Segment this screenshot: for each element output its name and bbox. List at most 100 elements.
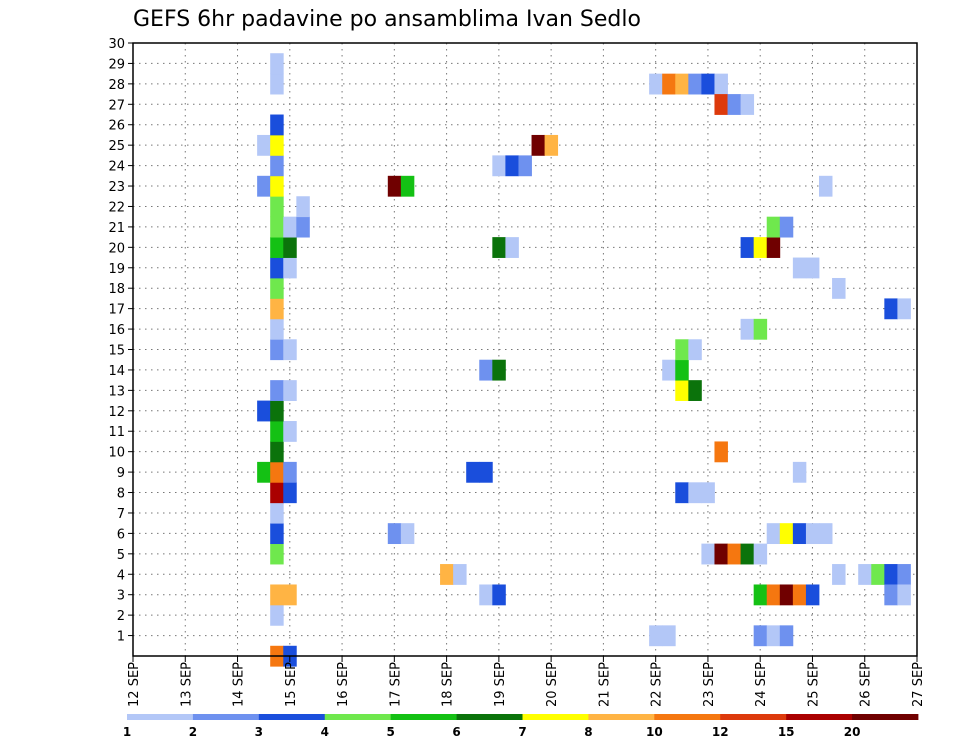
y-tick-label: 8 — [117, 487, 125, 502]
x-tick-label: 15 SEP — [284, 662, 299, 707]
heatmap-cell — [270, 175, 284, 197]
y-tick-label: 25 — [108, 139, 125, 154]
colorbar-swatch — [127, 714, 194, 720]
colorbar-label: 7 — [518, 725, 526, 739]
heatmap-cell — [270, 604, 284, 626]
heatmap-cell — [792, 584, 807, 606]
heatmap-cell — [662, 625, 676, 647]
heatmap-cell — [832, 564, 846, 585]
heatmap-cell — [649, 625, 663, 647]
x-tick-label: 17 SEP — [388, 662, 403, 707]
heatmap-cell — [753, 625, 768, 647]
heatmap-cell — [805, 523, 820, 545]
heatmap-cell — [270, 155, 284, 177]
colorbar-label: 3 — [255, 725, 263, 739]
y-tick-label: 10 — [108, 446, 125, 461]
colorbar-label: 15 — [778, 725, 795, 739]
heatmap-cell — [766, 584, 781, 606]
x-tick-label: 25 SEP — [806, 662, 821, 707]
heatmap-cell — [387, 175, 402, 197]
y-tick-label: 6 — [117, 527, 125, 542]
colorbar-label: 20 — [844, 725, 861, 739]
heatmap-cell — [270, 298, 284, 320]
heatmap-cell — [505, 237, 519, 258]
heatmap-cell — [688, 73, 702, 95]
heatmap-cell — [779, 523, 794, 545]
heatmap-cell — [270, 73, 284, 95]
heatmap-cell — [740, 237, 755, 258]
chart-title: GEFS 6hr padavine po ansamblima Ivan Sed… — [133, 7, 641, 32]
heatmap-cell — [270, 380, 284, 401]
y-tick-label: 20 — [108, 241, 125, 256]
y-tick-label: 23 — [108, 180, 125, 195]
x-tick-label: 14 SEP — [232, 662, 247, 707]
x-tick-label: 22 SEP — [650, 662, 665, 707]
heatmap-cell — [270, 277, 284, 299]
heatmap-cell — [675, 73, 689, 95]
y-tick-label: 3 — [117, 589, 125, 604]
y-tick-label: 17 — [108, 303, 125, 318]
heatmap-cell — [283, 584, 297, 606]
heatmap-cell — [740, 318, 755, 340]
y-tick-label: 27 — [108, 98, 125, 113]
heatmap-cell — [779, 625, 794, 647]
colorbar-swatch — [654, 714, 721, 720]
x-tick-label: 20 SEP — [545, 662, 560, 707]
x-tick-label: 26 SEP — [859, 662, 874, 707]
x-tick-label: 24 SEP — [754, 662, 769, 707]
heatmap-cell — [492, 359, 506, 381]
heatmap-cell — [270, 461, 284, 483]
heatmap-cell — [270, 441, 284, 463]
heatmap-cell — [283, 461, 297, 483]
heatmap-cell — [819, 175, 833, 197]
x-tick-label: 13 SEP — [179, 662, 194, 707]
colorbar-swatch — [522, 714, 589, 720]
heatmap-cell — [270, 318, 284, 340]
colorbar-label: 6 — [452, 725, 460, 739]
heatmap-cell — [701, 482, 715, 504]
heatmap-cell — [270, 339, 284, 361]
heatmap-cell — [727, 543, 741, 565]
heatmap-cell — [400, 175, 415, 197]
heatmap-cell — [714, 73, 728, 95]
heatmap-cell — [270, 53, 284, 75]
heatmap-cell — [740, 543, 755, 565]
heatmap-cell — [296, 196, 310, 218]
heatmap-cell — [257, 134, 271, 156]
heatmap-cell — [897, 564, 911, 585]
heatmap-cell — [270, 543, 284, 565]
y-tick-label: 19 — [108, 262, 125, 277]
heatmap-cell — [283, 257, 297, 279]
heatmap-cell — [270, 237, 284, 258]
heatmap-cell — [283, 421, 297, 442]
x-tick-label: 23 SEP — [702, 662, 717, 707]
heatmap-cell — [792, 461, 807, 483]
x-tick-label: 19 SEP — [493, 662, 508, 707]
grid-lines — [132, 42, 918, 656]
heatmap-cell — [675, 380, 689, 401]
heatmap-cell — [296, 216, 310, 238]
heatmap-cell — [283, 237, 297, 258]
heatmap-cell — [505, 155, 519, 177]
y-tick-label: 16 — [108, 323, 125, 338]
y-tick-label: 5 — [117, 548, 125, 563]
y-tick-label: 22 — [108, 200, 125, 215]
heatmap-cell — [649, 73, 663, 95]
y-tick-label: 24 — [108, 160, 125, 175]
y-tick-label: 21 — [108, 221, 125, 236]
heatmap-cell — [544, 134, 559, 156]
heatmap-cell — [766, 237, 781, 258]
heatmap-cell — [753, 584, 768, 606]
heatmap-cell — [675, 482, 689, 504]
heatmap-cell — [714, 94, 728, 115]
heatmap-cell — [270, 134, 284, 156]
heatmap-cell — [283, 482, 297, 504]
x-tick-label: 18 SEP — [441, 662, 456, 707]
heatmap-cell — [466, 461, 480, 483]
heatmap-cell — [740, 94, 755, 115]
x-tick-label: 27 SEP — [911, 662, 926, 707]
heatmap-cell — [270, 400, 284, 422]
heatmap-cell — [897, 584, 911, 606]
colorbar-swatch — [852, 714, 919, 720]
